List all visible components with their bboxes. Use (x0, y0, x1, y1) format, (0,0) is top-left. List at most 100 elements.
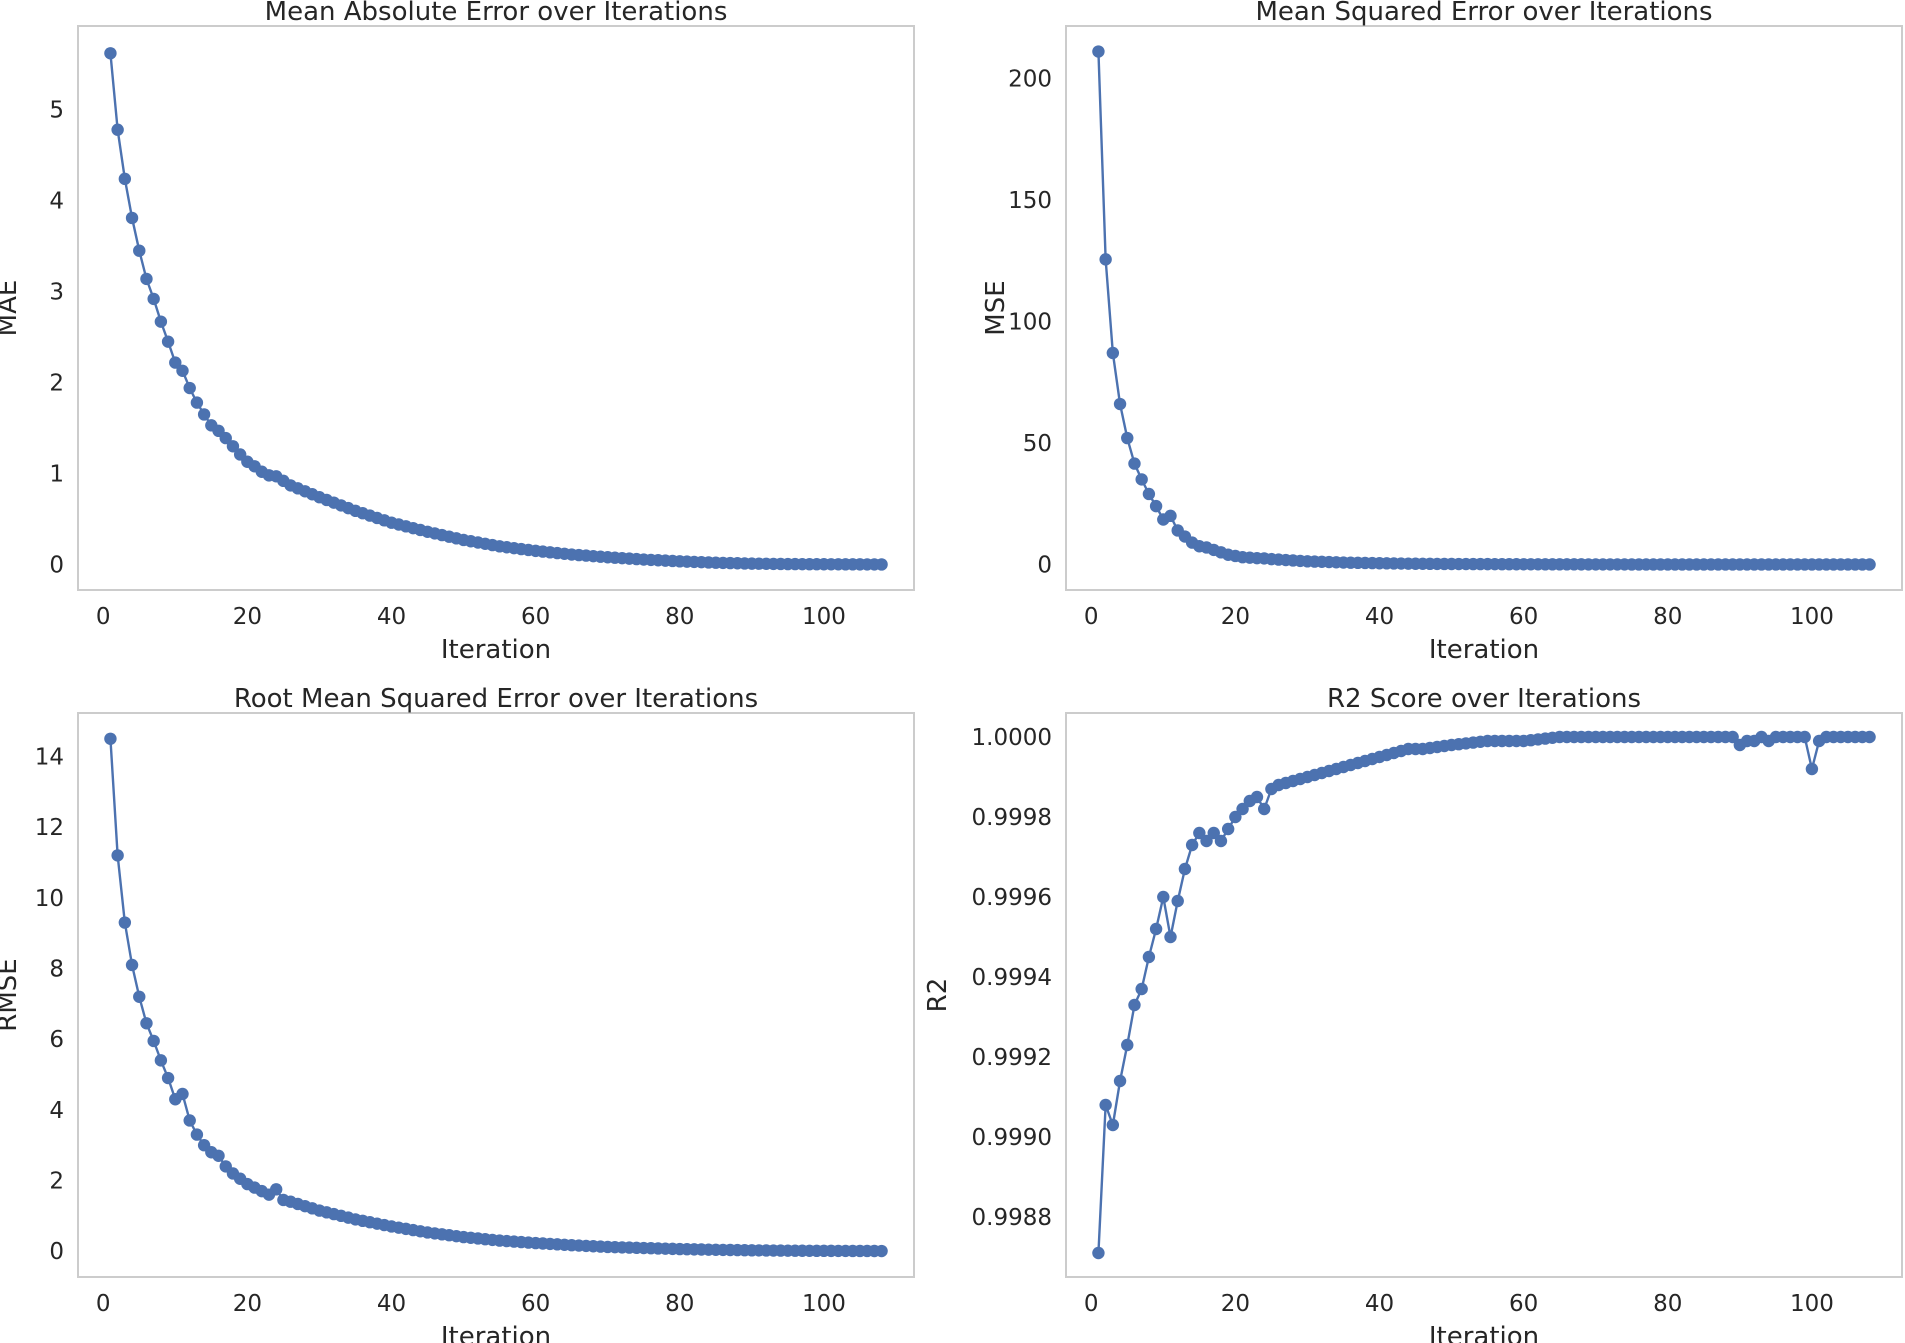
data-point (219, 431, 232, 445)
data-point (1106, 1118, 1120, 1132)
series-markers (104, 732, 888, 1258)
data-point (1207, 826, 1220, 840)
chart-panel-2: 0 20 40 60 80 100 0 50 100 150 200 Mean Squared Err… (981, 0, 1903, 665)
plot-frame (77, 25, 915, 591)
plot-frame (77, 712, 915, 1278)
data-point (111, 849, 124, 862)
x-tick-label: 100 (1790, 604, 1834, 630)
data-point (875, 1244, 888, 1258)
y-tick-label: 14 (35, 744, 64, 770)
series-markers (104, 47, 888, 571)
y-tick-label: 200 (1008, 66, 1052, 92)
data-point (1113, 1074, 1127, 1088)
chart-panel-3: 0 20 40 60 80 100 0 2 4 6 8 10 12 14 Root Mean Squared… (0, 684, 915, 1343)
data-point (1805, 762, 1819, 776)
data-point (1178, 862, 1192, 876)
data-point (118, 916, 132, 929)
data-point (1157, 890, 1170, 904)
data-point (212, 1149, 225, 1162)
data-point (104, 732, 117, 745)
y-tick-label: 0.9990 (972, 1125, 1052, 1151)
x-axis-label: Iteration (1429, 1322, 1539, 1343)
plot-frame (1065, 25, 1903, 591)
y-tick-label: 5 (49, 98, 64, 124)
chart-title: R2 Score over Iterations (1327, 684, 1641, 714)
data-point (183, 1114, 196, 1127)
data-point (176, 364, 189, 377)
y-tick-label: 2 (49, 1169, 64, 1195)
data-point (1106, 346, 1120, 360)
x-tick-label: 80 (1653, 1291, 1682, 1317)
plot-frame (1065, 712, 1903, 1278)
x-tick-label: 20 (1221, 1291, 1250, 1317)
data-point (269, 1183, 283, 1196)
data-point (1149, 922, 1163, 936)
data-point (1200, 834, 1213, 848)
data-point (1164, 930, 1177, 944)
y-tick-label: 1.0000 (972, 725, 1052, 751)
data-point (190, 1128, 204, 1141)
x-tick-label: 100 (1790, 1291, 1834, 1317)
y-tick-label: 50 (1023, 431, 1052, 457)
data-point (190, 396, 204, 409)
data-point (1863, 730, 1876, 744)
data-point (169, 356, 182, 369)
data-point (1128, 998, 1141, 1012)
y-tick-label: 0.9996 (972, 885, 1052, 911)
y-tick-label: 1 (49, 462, 64, 488)
y-axis-label: MAE (0, 280, 23, 337)
y-tick-label: 0 (1037, 552, 1052, 578)
data-point (1726, 730, 1739, 744)
y-tick-label: 12 (35, 815, 64, 841)
data-point (125, 211, 139, 225)
x-tick-label: 100 (802, 604, 846, 630)
x-tick-label: 40 (377, 604, 406, 630)
data-point (197, 408, 211, 421)
data-point (104, 47, 117, 60)
data-point (1164, 509, 1177, 523)
x-tick-label: 80 (1653, 604, 1682, 630)
x-tick-label: 40 (377, 1291, 406, 1317)
data-point (1121, 431, 1134, 445)
data-point (118, 172, 132, 186)
data-point (1121, 1038, 1134, 1052)
data-point (1221, 822, 1235, 836)
data-point (140, 1017, 153, 1030)
x-tick-label: 0 (1084, 1291, 1099, 1317)
series-markers (1092, 730, 1876, 1260)
data-point (125, 958, 139, 972)
y-tick-label: 3 (49, 280, 64, 306)
series-markers (1092, 45, 1876, 571)
y-tick-label: 0.9994 (972, 965, 1052, 991)
data-point (1257, 802, 1271, 816)
data-point (1214, 834, 1228, 848)
data-point (176, 1087, 189, 1101)
data-point (1236, 802, 1249, 816)
y-tick-label: 0.9992 (972, 1045, 1052, 1071)
y-tick-label: 8 (49, 956, 64, 982)
x-tick-label: 60 (521, 1291, 550, 1317)
data-point (154, 315, 168, 328)
chart-panel-4: 0 20 40 60 80 100 0.9988 0.9990 0.9992 0.9994 0.99… (923, 684, 1903, 1343)
data-point (161, 1071, 175, 1085)
x-tick-label: 0 (96, 1291, 111, 1317)
y-tick-label: 0.9988 (972, 1205, 1052, 1231)
data-point (183, 381, 196, 395)
x-tick-label: 20 (1221, 604, 1250, 630)
data-point (875, 558, 888, 571)
x-tick-label: 80 (665, 1291, 694, 1317)
data-point (1229, 810, 1242, 824)
data-point (147, 292, 160, 306)
y-tick-label: 4 (49, 189, 64, 215)
data-point (1099, 253, 1112, 266)
data-point (111, 123, 124, 136)
data-point (1863, 558, 1876, 571)
y-axis-label: R2 (923, 978, 953, 1013)
x-tick-label: 80 (665, 604, 694, 630)
y-tick-label: 0.9998 (972, 805, 1052, 831)
data-point (1149, 499, 1163, 513)
data-point (1798, 730, 1811, 744)
data-point (1135, 473, 1148, 486)
x-tick-label: 20 (233, 604, 262, 630)
